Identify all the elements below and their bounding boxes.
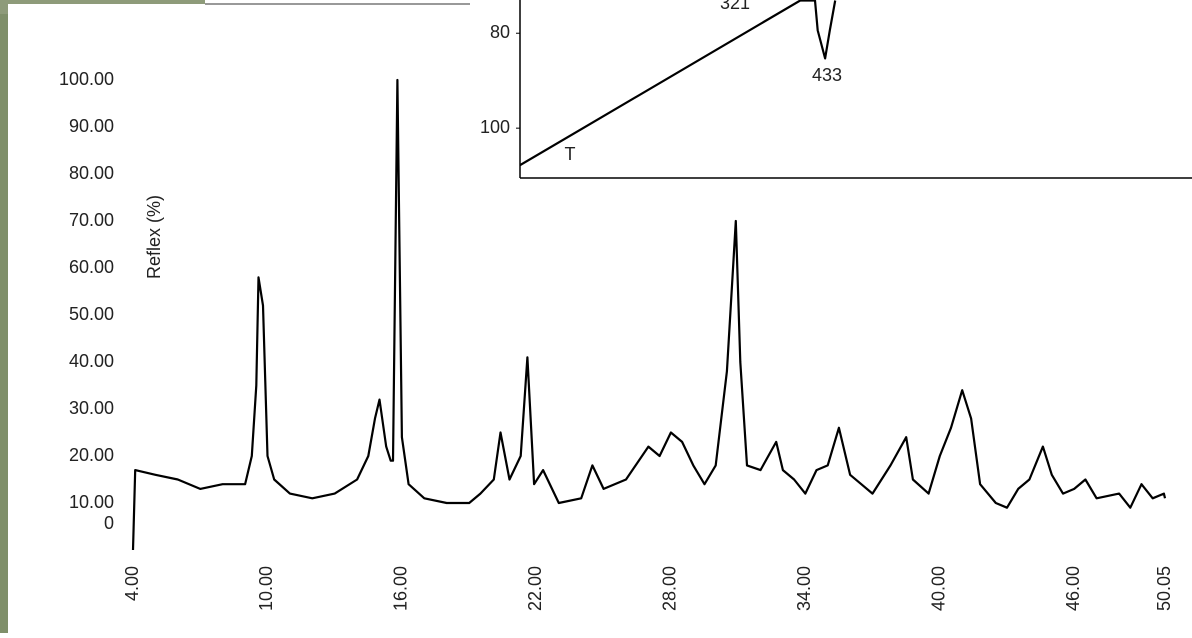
annotation: 321 [720,0,750,13]
y-axis-label: Reflex (%) [144,195,164,279]
y-tick-label: 60.00 [69,257,114,277]
x-tick-label: 4.00 [122,566,142,601]
y-tick-label: 80.00 [69,163,114,183]
x-tick-label: 34.00 [794,566,814,611]
inset-panel [470,0,1192,180]
y-tick-label: 40.00 [69,351,114,371]
y-tick-label: 20.00 [69,445,114,465]
data-line [131,78,1167,551]
x-tick-label: 28.00 [660,566,680,611]
y-tick-label: 0 [104,513,114,533]
background-strip [0,0,10,633]
y-tick-label: 50.00 [69,304,114,324]
y-tick-label: 70.00 [69,210,114,230]
x-tick-label: 22.00 [525,566,545,611]
annotation: T [565,144,576,164]
annotation: 433 [812,65,842,85]
y-tick-label: 10.00 [69,492,114,512]
y-tick-label: 100.00 [59,69,114,89]
x-tick-label: 16.00 [391,566,411,611]
x-tick-label: 10.00 [256,566,276,611]
x-tick-label: 50.05 [1154,566,1174,611]
y-tick-label: 30.00 [69,398,114,418]
y-tick-label: 100 [480,117,510,137]
x-tick-label: 40.00 [929,566,949,611]
x-tick-label: 46.00 [1063,566,1083,611]
y-tick-label: 90.00 [69,116,114,136]
data-line [520,0,837,167]
y-tick-label: 80 [490,22,510,42]
